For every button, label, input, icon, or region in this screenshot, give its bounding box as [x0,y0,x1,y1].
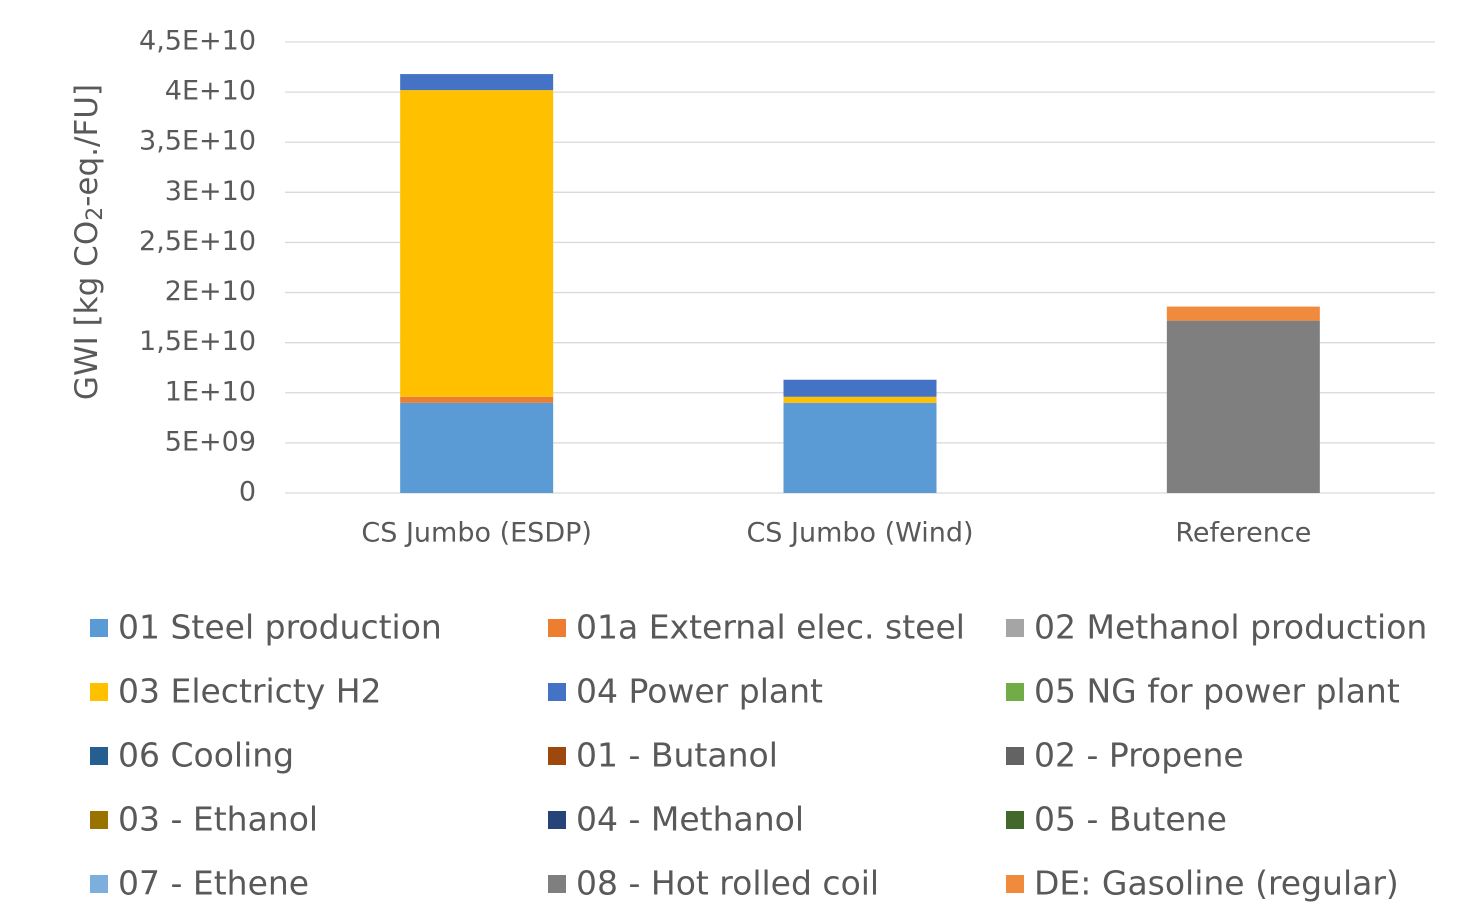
y-axis-label-sub: 2 [83,207,108,221]
legend-label: 06 Cooling [118,736,294,775]
legend-label: 08 - Hot rolled coil [576,864,879,903]
legend-label: 02 Methanol production [1034,608,1427,647]
legend-label: 03 Electricty H2 [118,672,382,711]
bar-segment [783,402,937,493]
y-tick-label: 1E+10 [165,376,256,407]
legend-swatch [1006,811,1024,829]
bar-segment [400,402,554,493]
legend-label: 01 Steel production [118,608,442,647]
bar-segment [1166,320,1320,493]
legend-swatch [1006,747,1024,765]
bar-segment [1166,306,1320,321]
legend-label: 03 - Ethanol [118,800,318,839]
legend-swatch [548,747,566,765]
y-tick-label: 3E+10 [165,176,256,207]
y-tick-label: 5E+09 [165,426,256,457]
legend-swatch [548,811,566,829]
legend-swatch [548,683,566,701]
y-tick-label: 4,5E+10 [139,26,256,57]
legend-label: 01a External elec. steel [576,608,965,647]
legend-label: 05 NG for power plant [1034,672,1400,711]
legend-swatch [90,683,108,701]
legend-swatch [90,811,108,829]
y-tick-label: 2E+10 [165,276,256,307]
x-tick-label: Reference [1175,518,1311,549]
legend-swatch [1006,683,1024,701]
legend-label: 01 - Butanol [576,736,778,775]
bar-segment [783,396,937,403]
legend-swatch [90,875,108,893]
y-axis-label-part: GWI [kg CO [69,221,105,400]
bar-segment [783,379,937,397]
y-axis-label-part: -eq./FU] [69,84,105,207]
legend-label: 02 - Propene [1034,736,1244,775]
y-tick-label: 2,5E+10 [139,226,256,257]
y-tick-label: 0 [239,477,256,508]
y-tick-label: 1,5E+10 [139,326,256,357]
y-tick-label: 3,5E+10 [139,126,256,157]
x-tick-label: CS Jumbo (ESDP) [361,518,592,549]
bar-segment [400,74,554,91]
legend-label: 04 Power plant [576,672,823,711]
y-tick-label: 4E+10 [165,76,256,107]
x-tick-label: CS Jumbo (Wind) [746,518,973,549]
legend-swatch [1006,619,1024,637]
legend-swatch [548,619,566,637]
legend-swatch [1006,875,1024,893]
legend-swatch [90,747,108,765]
legend-label: 07 - Ethene [118,864,309,903]
legend-label: DE: Gasoline (regular) [1034,864,1399,903]
legend-label: 05 - Butene [1034,800,1227,839]
legend-swatch [548,875,566,893]
legend-label: 04 - Methanol [576,800,804,839]
bar-segment [400,396,554,403]
legend-swatch [90,619,108,637]
bar-segment [400,90,554,397]
y-axis-label: GWI [kg CO2-eq./FU] [69,84,109,400]
